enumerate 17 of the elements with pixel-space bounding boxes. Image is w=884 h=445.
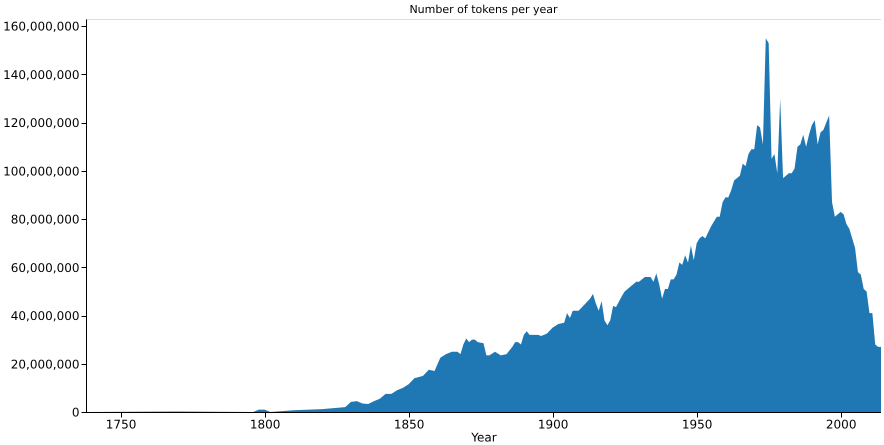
x-tick-label: 1800 bbox=[250, 418, 280, 432]
x-tick-label: 1850 bbox=[394, 418, 424, 432]
y-tick-label: 120,000,000 bbox=[3, 116, 80, 130]
y-tick-label: 100,000,000 bbox=[3, 164, 80, 178]
x-tick-label: 1750 bbox=[106, 418, 136, 432]
y-tick-label: 0 bbox=[72, 406, 80, 420]
y-tick-label: 40,000,000 bbox=[10, 309, 80, 324]
x-tick-label: 1950 bbox=[682, 418, 712, 432]
x-tick-label: 1900 bbox=[538, 418, 568, 432]
x-tick-label: 2000 bbox=[826, 418, 856, 432]
chart-title: Number of tokens per year bbox=[409, 3, 558, 16]
x-axis-title: Year bbox=[470, 430, 497, 444]
y-tick-label: 80,000,000 bbox=[10, 212, 80, 227]
y-tick-label: 160,000,000 bbox=[3, 20, 80, 34]
y-tick-label: 20,000,000 bbox=[10, 357, 80, 372]
y-tick-label: 140,000,000 bbox=[3, 68, 80, 82]
y-tick-label: 60,000,000 bbox=[10, 260, 80, 275]
